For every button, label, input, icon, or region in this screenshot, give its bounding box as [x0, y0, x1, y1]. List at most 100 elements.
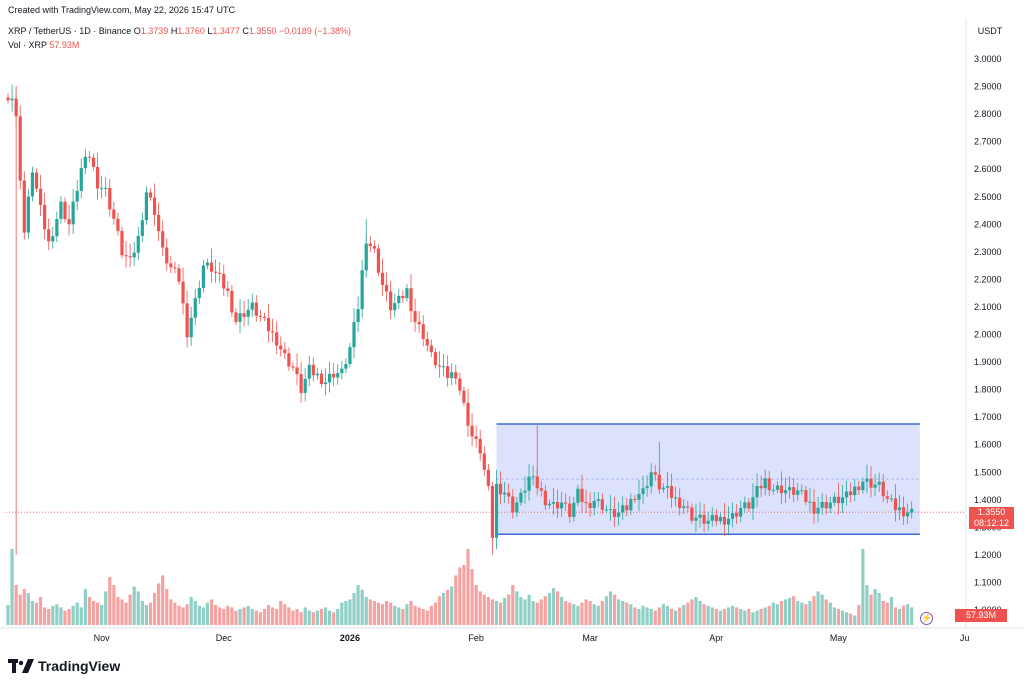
candle-body	[617, 512, 621, 517]
volume-bar	[897, 609, 902, 625]
candle-body	[474, 436, 478, 439]
candle-body	[527, 476, 531, 491]
volume-tag: 57.93M	[955, 609, 1007, 622]
candle-body	[67, 219, 71, 225]
volume-bar	[226, 605, 230, 625]
candle-body	[560, 502, 564, 509]
candle-body	[564, 502, 568, 504]
volume-bar	[173, 602, 177, 625]
candle-body	[295, 367, 299, 375]
candle-body	[429, 345, 433, 353]
volume-bar	[71, 605, 75, 625]
volume-bar	[572, 604, 576, 625]
volume-bar	[787, 597, 792, 625]
volume-bar	[690, 599, 694, 625]
candle-body	[511, 496, 515, 513]
candle-body	[433, 352, 438, 366]
volume-bar	[165, 589, 169, 625]
volume-bar	[283, 604, 287, 625]
candle-body	[120, 230, 124, 256]
volume-bar	[250, 609, 254, 625]
candle-body	[389, 291, 393, 311]
volume-bar	[352, 593, 356, 625]
candle-body	[197, 287, 201, 299]
volume-bar	[319, 609, 324, 625]
volume-bar	[494, 601, 499, 625]
y-tick-label: 2.4000	[974, 219, 1002, 229]
volume-bar	[551, 588, 556, 625]
candle-body	[674, 497, 678, 499]
candle-body	[323, 382, 328, 385]
volume-bar	[43, 607, 47, 625]
candle-body	[6, 97, 10, 101]
volume-bar	[592, 604, 596, 625]
volume-bar	[617, 599, 621, 625]
candle-body	[551, 502, 556, 504]
volume-bar	[209, 599, 214, 625]
y-tick-label: 2.5000	[974, 192, 1002, 202]
volume-bar	[511, 585, 515, 625]
volume-bar	[560, 597, 564, 625]
volume-bar	[421, 609, 425, 625]
volume-bar	[836, 609, 841, 625]
y-tick-label: 2.8000	[974, 109, 1002, 119]
candle-body	[466, 402, 470, 426]
volume-bar	[828, 602, 832, 625]
candle-body	[539, 488, 543, 491]
candle-body	[633, 498, 637, 500]
candle-body	[91, 157, 96, 167]
candle-body	[535, 476, 539, 489]
legend-low: 1.3477	[212, 26, 240, 36]
volume-bar	[295, 609, 299, 625]
lightning-icon[interactable]: ⚡	[920, 612, 933, 625]
volume-bar	[242, 607, 246, 625]
candle-body	[242, 313, 246, 317]
volume-bar	[454, 575, 458, 625]
volume-bar	[857, 605, 861, 625]
tradingview-logo-icon	[8, 659, 34, 673]
volume-bar	[889, 597, 893, 625]
volume-bar	[38, 597, 43, 625]
candle-body	[458, 378, 462, 391]
candle-body	[43, 205, 47, 230]
volume-bar	[735, 607, 739, 625]
candle-body	[572, 502, 576, 517]
candle-body	[889, 498, 893, 500]
volume-bar	[649, 609, 653, 625]
volume-bar	[901, 605, 906, 625]
volume-bar	[482, 594, 486, 625]
volume-bar	[108, 577, 112, 625]
candle-body	[246, 309, 250, 317]
candle-body	[38, 188, 43, 206]
y-tick-label: 2.3000	[974, 247, 1002, 257]
volume-bar	[429, 605, 433, 625]
volume-bar	[189, 597, 193, 625]
legend-vol-label[interactable]: Vol · XRP	[8, 40, 47, 50]
volume-bar	[79, 607, 83, 625]
candle-body	[580, 488, 584, 503]
volume-bar	[169, 599, 173, 625]
volume-bar	[669, 609, 674, 625]
volume-bar	[148, 602, 153, 625]
volume-bar	[340, 602, 344, 625]
volume-bar	[804, 604, 808, 625]
volume-bar	[51, 605, 55, 625]
x-tick-label: Dec	[216, 633, 233, 643]
volume-bar	[519, 597, 523, 625]
y-tick-label: 1.9000	[974, 357, 1002, 367]
volume-bar	[515, 591, 519, 625]
candle-body	[262, 316, 267, 318]
volume-bar	[307, 610, 311, 625]
y-tick-label: 1.6000	[974, 440, 1002, 450]
candle-body	[661, 487, 665, 490]
volume-bar	[327, 610, 332, 625]
volume-bar	[507, 594, 511, 625]
volume-bar	[539, 599, 543, 625]
legend-symbol[interactable]: XRP / TetherUS · 1D · Binance	[8, 26, 132, 36]
candle-body	[722, 516, 727, 525]
volume-bar	[588, 601, 592, 625]
candle-body	[344, 363, 348, 369]
candle-body	[271, 331, 275, 333]
candle-body	[79, 168, 83, 191]
